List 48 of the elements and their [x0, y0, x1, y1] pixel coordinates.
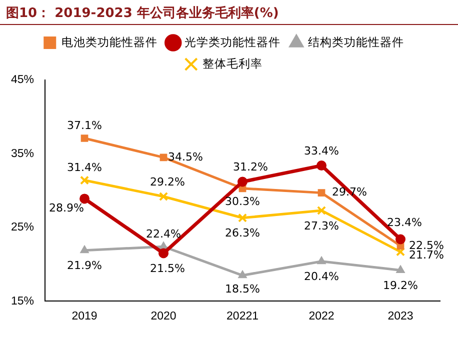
point [80, 176, 90, 185]
data-label: 21.9% [67, 259, 102, 272]
chart-title: 图10： 2019-2023 年公司各业务毛利率(%) [0, 0, 458, 25]
point [396, 234, 406, 244]
data-label: 34.5% [168, 150, 203, 164]
legend-label: 结构类功能性器件 [308, 36, 404, 49]
data-label: 31.2% [233, 160, 268, 174]
data-label: 33.4% [304, 144, 339, 158]
point [238, 176, 248, 187]
data-label: 20.4% [304, 270, 339, 284]
y-tick-label: 25% [10, 222, 34, 234]
point [158, 192, 168, 202]
point [80, 245, 89, 254]
x-tick-label: 2022 [308, 310, 334, 322]
point [316, 206, 326, 216]
point [396, 265, 405, 273]
point [238, 213, 248, 222]
data-label: 22.4% [146, 227, 181, 240]
data-label: 21.5% [150, 262, 185, 276]
data-label: 23.4% [387, 216, 422, 230]
data-label: 26.3% [225, 226, 260, 240]
data-label: 37.1% [67, 119, 102, 132]
x-tick-label: 20221 [226, 310, 258, 322]
y-tick-label: 45% [10, 74, 34, 86]
point [238, 270, 247, 278]
data-label: 29.2% [150, 175, 185, 188]
point [80, 134, 88, 142]
y-tick-label: 15% [10, 295, 34, 308]
data-label: 31.4% [67, 161, 102, 174]
data-label: 27.3% [304, 219, 339, 232]
data-label: 18.5% [225, 282, 260, 296]
x-tick-label: 2023 [388, 310, 414, 322]
x-tick-label: 2019 [72, 310, 98, 322]
y-tick-label: 35% [10, 148, 34, 160]
point [316, 160, 327, 171]
data-label: 19.2% [383, 279, 418, 292]
point [317, 256, 326, 264]
point [318, 189, 326, 196]
x-tick-label: 2020 [150, 310, 176, 322]
data-label: 28.9% [49, 202, 84, 215]
point [160, 154, 168, 162]
data-label: 30.3% [225, 195, 260, 208]
legend-label: 光学类功能性器件 [184, 36, 281, 49]
point [396, 247, 406, 256]
legend-label: 电池类功能性器件 [61, 36, 158, 49]
point [80, 194, 90, 204]
legend-label: 整体毛利率 [202, 56, 263, 70]
point [158, 248, 169, 258]
